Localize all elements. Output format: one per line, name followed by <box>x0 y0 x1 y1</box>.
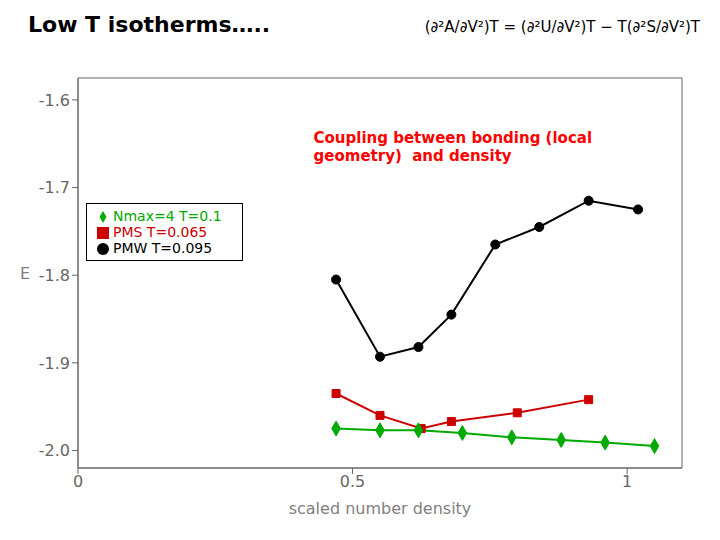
svg-text:0.5: 0.5 <box>340 472 365 491</box>
svg-text:1: 1 <box>622 472 632 491</box>
svg-text:-1.7: -1.7 <box>39 178 70 197</box>
html-text:PMS T=0.065: PMS T=0.065 <box>113 223 208 240</box>
html-text:Coupling between bonding (loca: Coupling between bonding (local geometry… <box>313 128 593 165</box>
svg-text:0: 0 <box>73 472 83 491</box>
svg-text:-1.9: -1.9 <box>39 354 70 373</box>
svg-text:-2.0: -2.0 <box>39 441 70 460</box>
html-text:Nmax=4 T=0.1: Nmax=4 T=0.1 <box>113 207 222 224</box>
html-text:Low T isotherms…..: Low T isotherms….. <box>28 12 271 37</box>
html-text:(∂²A/∂V²)T = (∂²U/∂V²)T − T(∂²: (∂²A/∂V²)T = (∂²U/∂V²)T − T(∂²S/∂V²)T <box>424 18 700 36</box>
svg-text:-1.6: -1.6 <box>39 91 70 110</box>
svg-text:scaled number density: scaled number density <box>289 499 472 518</box>
html-text:PMW T=0.095: PMW T=0.095 <box>113 239 213 256</box>
svg-text:-1.8: -1.8 <box>39 266 70 285</box>
svg-text:E: E <box>20 264 30 283</box>
